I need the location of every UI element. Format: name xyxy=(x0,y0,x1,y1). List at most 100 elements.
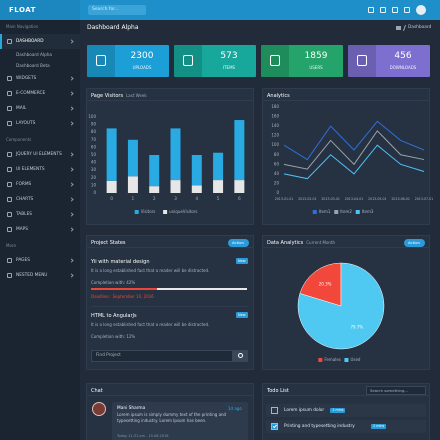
panel-title: Todo List xyxy=(267,388,289,394)
panel xyxy=(262,235,430,370)
chat-name: Mani Sharma xyxy=(117,406,146,411)
sidebar-icon xyxy=(7,182,12,187)
sidebar-icon xyxy=(7,152,12,157)
todo-row xyxy=(266,420,426,433)
sidebar xyxy=(0,20,80,440)
action-button[interactable]: Action xyxy=(228,239,249,247)
home-icon xyxy=(396,26,401,30)
stat-value: 1859 xyxy=(304,51,328,61)
todo-badge: 2 mins xyxy=(371,424,387,429)
panel-title: Chat xyxy=(91,388,103,394)
panel-divider xyxy=(262,247,430,248)
stat-card: 2300 UPLOADS xyxy=(87,45,169,77)
sidebar-icon xyxy=(7,76,12,81)
sidebar-section-title: Main Navigation xyxy=(6,24,39,29)
chat-avatar xyxy=(92,402,106,416)
todo-text: Lorem ipsum dolor xyxy=(284,408,325,413)
chat-time: 1d ago xyxy=(228,406,242,411)
stat-value: 456 xyxy=(394,51,412,61)
panel-title: Project States xyxy=(91,240,126,246)
sidebar-item[interactable]: UI ELEMENTS xyxy=(16,167,45,172)
progress-bar xyxy=(91,288,157,290)
sidebar-icon xyxy=(7,91,12,96)
search-icon xyxy=(238,353,243,358)
project-name: Yii with material design xyxy=(91,259,150,265)
sidebar-icon xyxy=(7,197,12,202)
sidebar-item[interactable]: NESTED MENU xyxy=(16,273,48,278)
project-completion: Completion with: 12% xyxy=(91,334,136,339)
page-title: Dashboard Alpha xyxy=(87,24,139,31)
topbar-avatar[interactable] xyxy=(416,5,426,15)
stat-label: ITEMS xyxy=(222,65,236,70)
todo-row xyxy=(266,404,426,417)
panel xyxy=(86,235,254,370)
stat-card: 1859 USERS xyxy=(261,45,343,77)
panel-divider xyxy=(262,395,430,396)
todo-search[interactable]: Search something... xyxy=(366,386,426,395)
panel-divider xyxy=(86,100,254,101)
topbar-icon[interactable] xyxy=(380,7,386,13)
stat-icon xyxy=(357,55,367,66)
stat-value: 2300 xyxy=(130,51,154,61)
sidebar-item[interactable]: DASHBOARD xyxy=(16,39,44,44)
sidebar-active xyxy=(0,34,80,49)
search-box[interactable]: Search for... xyxy=(88,5,146,15)
panel-divider xyxy=(262,100,430,101)
sidebar-section-title: Components xyxy=(6,137,32,142)
stat-value: 573 xyxy=(220,51,238,61)
stat-label: DOWNLOADS xyxy=(389,65,417,70)
sidebar-item[interactable]: FORMS xyxy=(16,182,32,187)
sidebar-icon xyxy=(7,39,12,44)
sidebar-item[interactable]: TABLES xyxy=(16,212,33,217)
stat-icon-area xyxy=(87,45,115,77)
todo-checkbox[interactable] xyxy=(271,407,278,414)
panel-divider xyxy=(86,247,254,248)
topbar-icon[interactable] xyxy=(368,7,374,13)
stat-card: 456 DOWNLOADS xyxy=(348,45,430,77)
project-description: It is a long established fact that a rea… xyxy=(91,268,210,273)
stat-icon xyxy=(96,55,106,66)
project-badge: New xyxy=(236,258,248,264)
panel-divider xyxy=(86,395,254,396)
todo-text: Printing and typesetting industry xyxy=(284,424,355,429)
logo: FLOAT xyxy=(0,0,80,20)
sidebar-icon xyxy=(7,106,12,111)
sidebar-item[interactable]: CHARTS xyxy=(16,197,34,202)
stat-label: USERS xyxy=(309,65,323,70)
chat-text: Lorem ipsum is simply dummy text of the … xyxy=(117,412,227,423)
sidebar-item[interactable]: WIDGETS xyxy=(16,76,37,81)
stat-icon-area xyxy=(348,45,376,77)
panel xyxy=(262,88,430,225)
sidebar-item[interactable]: LAYOUTS xyxy=(16,121,36,126)
sidebar-item[interactable]: JQUERY UI ELEMENTS xyxy=(16,152,62,157)
sidebar-item[interactable]: PAGES xyxy=(16,258,30,263)
sidebar-icon xyxy=(7,258,12,263)
action-button[interactable]: Action xyxy=(404,239,425,247)
stat-label: UPLOADS xyxy=(132,65,152,70)
breadcrumb-slash xyxy=(403,25,406,31)
project-name: HTML to AngularJs xyxy=(91,313,137,319)
panel-subtitle: Last Week xyxy=(126,93,147,98)
todo-checkbox[interactable] xyxy=(271,423,278,430)
sidebar-icon xyxy=(7,227,12,232)
todo-check xyxy=(272,423,277,429)
project-search-button[interactable] xyxy=(233,350,248,362)
sidebar-item[interactable]: MAPS xyxy=(16,227,28,232)
project-badge: New xyxy=(236,312,248,318)
project-deadline: Deadline : September 10, 2016 xyxy=(91,294,154,299)
topbar-icon[interactable] xyxy=(404,7,410,13)
breadcrumb[interactable]: Dashboard xyxy=(408,25,432,30)
sidebar-icon xyxy=(7,212,12,217)
project-description: It is a long established fact that a rea… xyxy=(91,322,210,327)
sidebar-item[interactable]: E-COMMERCE xyxy=(16,91,46,96)
panel-subtitle: Current Month xyxy=(306,240,336,245)
sidebar-icon xyxy=(7,273,12,278)
project-search[interactable]: Find Project xyxy=(91,350,233,362)
sidebar-subitem[interactable]: Dashboard Beta xyxy=(16,63,50,68)
progress-track xyxy=(91,288,247,290)
sidebar-item[interactable]: MAIL xyxy=(16,106,27,111)
topbar-icon[interactable] xyxy=(392,7,398,13)
sidebar-subitem[interactable]: Dashboard Alpha xyxy=(16,52,52,57)
sidebar-icon xyxy=(7,167,12,172)
